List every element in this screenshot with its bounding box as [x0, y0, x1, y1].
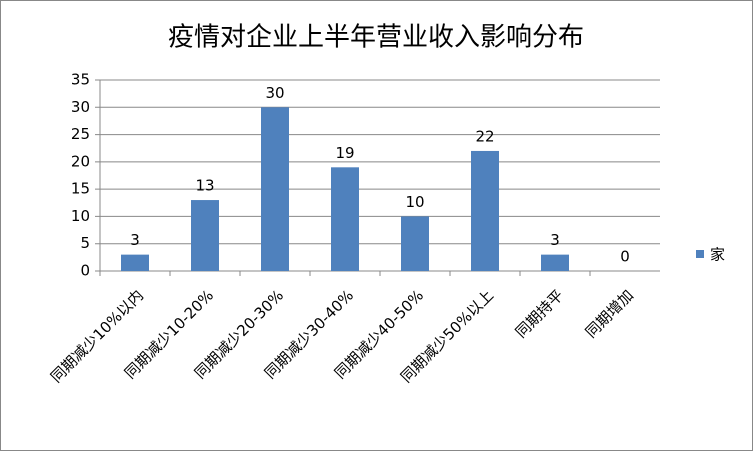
value-label: 0: [620, 248, 630, 266]
y-tick-label: 5: [80, 234, 90, 252]
bar: [541, 254, 569, 271]
legend-label: 家: [710, 246, 725, 264]
y-tick-label: 35: [71, 71, 90, 89]
y-tick-label: 25: [71, 125, 90, 143]
value-label: 13: [195, 177, 214, 195]
value-label: 19: [335, 144, 354, 162]
value-label: 30: [265, 84, 284, 102]
y-tick-label: 15: [71, 180, 90, 198]
value-label: 22: [475, 127, 494, 145]
value-label: 3: [130, 231, 140, 249]
y-tick-label: 0: [80, 262, 90, 280]
bar: [471, 150, 499, 271]
y-tick-label: 10: [71, 207, 90, 225]
chart-title: 疫情对企业上半年营业收入影响分布: [168, 23, 584, 53]
y-tick-label: 30: [71, 98, 90, 116]
bar: [401, 216, 429, 271]
bar: [331, 167, 359, 271]
y-tick-label: 20: [71, 152, 90, 170]
bar: [191, 200, 219, 271]
bar: [261, 107, 289, 272]
value-label: 3: [550, 231, 560, 249]
legend-swatch: [696, 250, 704, 258]
bar: [121, 254, 149, 271]
value-label: 10: [405, 193, 424, 211]
